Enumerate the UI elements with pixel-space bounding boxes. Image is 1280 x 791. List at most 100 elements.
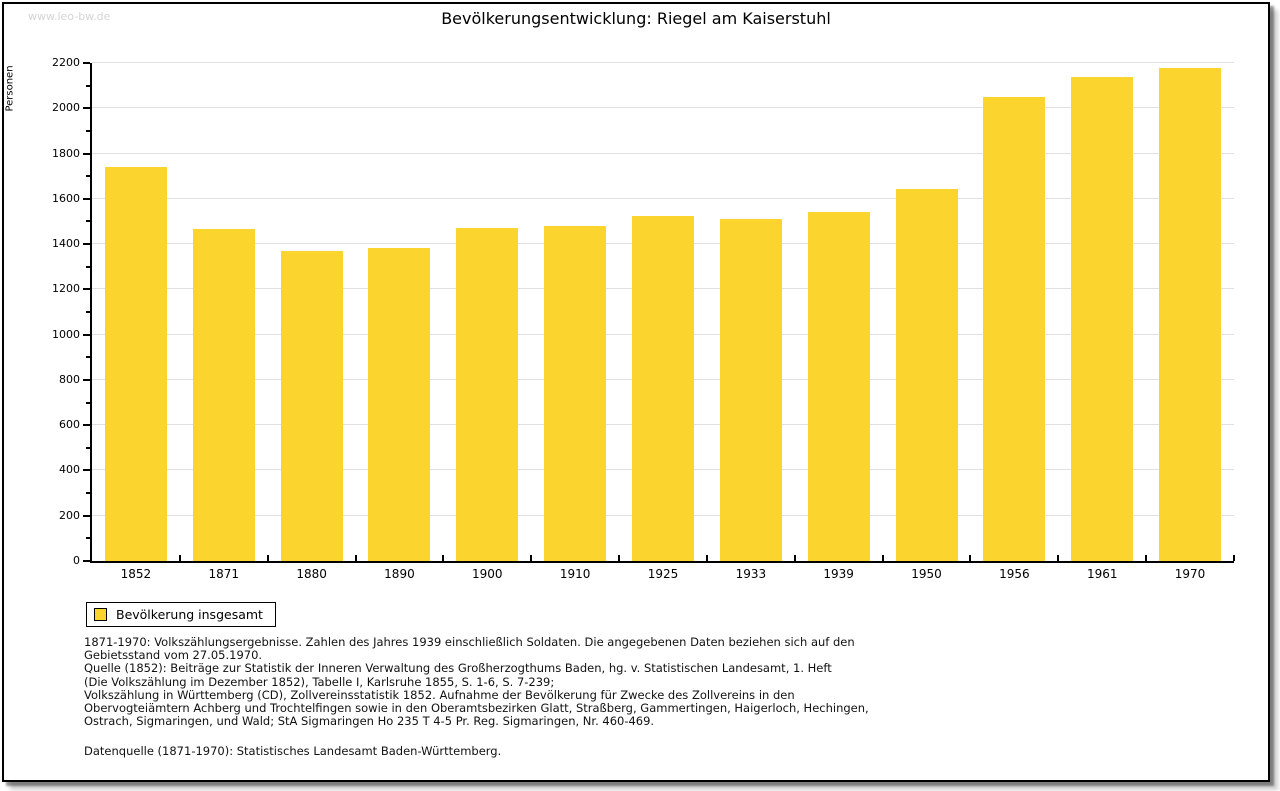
x-axis-tick-label: 1950 <box>911 567 942 581</box>
x-axis-tick <box>705 555 708 561</box>
y-axis-tick-label: 1400 <box>52 237 80 251</box>
x-axis-tick <box>1145 555 1148 561</box>
source-note-line: (Die Volkszählung im Dezember 1852), Tab… <box>84 674 555 689</box>
y-axis-tick-label: 400 <box>59 463 80 477</box>
gridline <box>92 152 1234 154</box>
bar-slot: 1880 <box>268 63 356 581</box>
chart-title: Bevölkerungsentwicklung: Riegel am Kaise… <box>441 9 831 28</box>
gridline <box>92 62 1234 63</box>
bar <box>104 167 167 561</box>
y-axis-minor-tick <box>86 492 90 495</box>
x-axis-tick-label: 1910 <box>559 567 591 581</box>
y-axis-minor-tick <box>86 356 90 359</box>
source-note-line: 1871-1970: Volkszählungsergebnisse. Zahl… <box>84 635 855 649</box>
bar <box>280 250 343 561</box>
y-axis-tick <box>83 333 90 336</box>
y-axis-tick <box>83 107 90 110</box>
bar-slot: 1956 <box>970 63 1058 581</box>
x-axis-tick-label: 1939 <box>823 567 854 581</box>
bar <box>631 215 694 561</box>
y-axis-tick-label: 0 <box>73 554 80 567</box>
y-axis-tick-label: 1000 <box>52 327 80 341</box>
legend-label: Bevölkerung insgesamt <box>116 607 263 622</box>
bar <box>1159 67 1222 561</box>
bar-slot: 1950 <box>883 63 971 581</box>
x-axis-tick-label: 1970 <box>1174 567 1206 581</box>
x-axis-tick-label: 1900 <box>472 567 503 581</box>
bar <box>456 228 519 561</box>
x-axis-tick <box>969 555 972 561</box>
bar <box>807 212 870 561</box>
x-axis-tick <box>354 555 357 561</box>
source-note-line: Obervogteiämtern Achberg und Trochtelfin… <box>84 701 869 716</box>
y-axis-minor-tick <box>86 220 90 223</box>
watermark: www.leo-bw.de <box>28 10 111 23</box>
y-axis-tick-label: 800 <box>59 372 80 386</box>
x-axis-tick-label: 1890 <box>384 567 415 581</box>
y-axis-tick <box>83 560 90 562</box>
x-axis-tick <box>881 555 884 561</box>
gridline <box>92 197 1234 199</box>
x-axis-tick-label: 1961 <box>1086 567 1118 581</box>
y-axis-tick <box>83 62 90 64</box>
x-axis-tick-label: 1925 <box>647 567 679 581</box>
y-axis-minor-tick <box>86 537 90 540</box>
source-notes: 1871-1970: Volkszählungsergebnisse. Zahl… <box>84 635 869 759</box>
source-note-lines: 1871-1970: Volkszählungsergebnisse. Zahl… <box>84 635 869 728</box>
x-axis-tick <box>793 555 796 561</box>
x-axis-tick-label: 1880 <box>296 567 327 581</box>
chart-window: www.leo-bw.de Bevölkerungsentwicklung: R… <box>2 2 1270 782</box>
y-axis-tick <box>83 378 90 381</box>
y-axis-tick-label: 1800 <box>52 146 80 160</box>
x-axis-tick <box>1057 555 1060 561</box>
bar <box>192 229 255 561</box>
bar-slot: 1933 <box>707 63 795 581</box>
bar <box>544 225 607 561</box>
y-axis-tick-label: 1600 <box>52 191 80 205</box>
bar-slot: 1910 <box>531 63 619 581</box>
bar-slot: 1871 <box>180 63 268 581</box>
y-axis-tick <box>83 197 90 200</box>
x-axis-tick-label: 1956 <box>999 567 1030 581</box>
x-axis-tick <box>1233 555 1235 561</box>
y-axis-minor-tick <box>86 446 90 449</box>
bar-slot: 1900 <box>443 63 531 581</box>
legend: Bevölkerung insgesamt <box>86 602 276 627</box>
y-axis-minor-tick <box>86 311 90 313</box>
y-axis-tick <box>83 514 90 517</box>
x-axis-tick-label: 1933 <box>735 567 767 581</box>
gridline <box>92 107 1234 109</box>
y-axis-tick-label: 2200 <box>52 56 80 69</box>
source-note-line: Gebietsstand vom 27.05.1970. <box>84 648 263 663</box>
y-axis-tick <box>83 152 90 155</box>
y-axis-minor-tick <box>86 129 90 132</box>
bar-slot: 1852 <box>92 63 180 581</box>
y-axis-tick-label: 200 <box>59 508 80 522</box>
bar-slot: 1970 <box>1146 63 1234 581</box>
bar <box>368 247 431 561</box>
bar-slot: 1961 <box>1058 63 1146 581</box>
y-axis-title: Personen <box>4 65 16 112</box>
source-note-line: Quelle (1852): Beiträge zur Statistik de… <box>84 661 832 676</box>
bar <box>719 219 782 561</box>
bar <box>895 188 958 561</box>
x-axis-tick-label: 1852 <box>120 567 152 581</box>
source-note-line: Volkszählung in Württemberg (CD), Zollve… <box>84 687 795 702</box>
bar-slot: 1925 <box>619 63 707 581</box>
y-axis-minor-tick <box>86 175 90 178</box>
y-axis-tick-label: 600 <box>59 418 80 432</box>
x-axis-tick <box>178 555 181 561</box>
bar <box>1071 76 1134 561</box>
x-axis-tick <box>618 555 621 561</box>
y-axis-minor-tick <box>86 401 90 404</box>
y-axis-tick-label: 1200 <box>52 282 80 296</box>
y-axis-minor-tick <box>86 265 90 268</box>
bar-slot: 1939 <box>795 63 883 581</box>
x-axis-tick-label: 1871 <box>208 567 240 581</box>
y-axis-tick <box>83 288 90 291</box>
y-axis-tick <box>83 424 90 427</box>
legend-swatch-icon <box>94 608 107 621</box>
plot-area: 0 200 400 600 800 1000 1200 1400 1600 1800 2000 220… <box>52 56 1235 581</box>
x-axis-tick <box>266 555 269 561</box>
y-axis-tick <box>83 469 90 472</box>
